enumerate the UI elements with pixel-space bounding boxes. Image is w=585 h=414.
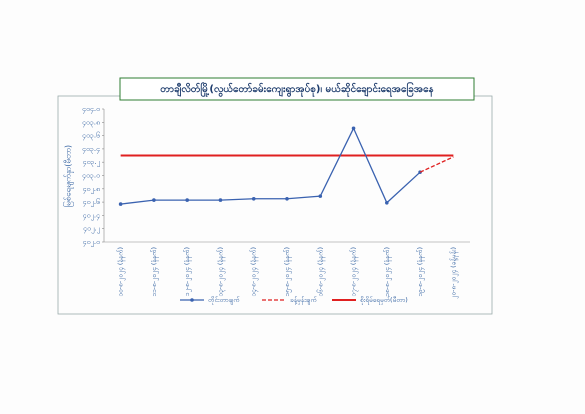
legend-marker: [190, 298, 194, 302]
point-marker: [318, 194, 323, 198]
series-line: [120, 126, 421, 205]
point-marker: [251, 196, 256, 201]
x-tick-label: ၁၄-၈-၂၀၂၄ (နံနက်): [250, 247, 259, 297]
x-tick-label: ၁၉-၈-၂၀၂၄ (နံနက်): [416, 247, 425, 297]
x-tick-label: ၁၃-၈-၂၀၂၄ (နံနက်): [216, 247, 225, 297]
y-tick-label: ၄၀၃.၂: [83, 158, 100, 167]
x-tick-label: ၁၂-၈-၂၀၂၄ (နံနက်): [183, 247, 192, 296]
x-tick-label: ၁၈-၈-၂၀၂၄ (နံနက်): [383, 247, 392, 297]
y-axis-label: မြစ်ရေမျက်နှာ(မီတာ): [63, 145, 75, 207]
y-tick-label: ၄၀၃.၈: [82, 118, 100, 127]
chart-title: တာချီလိတ်မြို့(လွယ်တော်ခမ်းကျေးရွာအုပ်စု…: [160, 81, 433, 98]
y-tick-label: ၄၀၃.၀: [82, 172, 100, 181]
point-marker: [118, 202, 123, 206]
x-tick-label: ၁၁-၈-၂၀၂၄ (နံနက်): [150, 247, 159, 297]
x-tick-label: ၁၆-၈-၂၀၂၄ (နံနက်): [316, 247, 325, 297]
point-marker: [385, 200, 389, 205]
legend-label: စိုးရိမ်ရေမှတ်(မီတာ): [360, 296, 408, 305]
point-marker: [185, 198, 189, 202]
point-marker: [218, 198, 223, 202]
y-tick-label: ၄၀၄.၀: [82, 105, 100, 114]
y-tick-label: ၄၀၂.၄: [83, 211, 101, 220]
point-marker: [285, 196, 289, 201]
x-tick-label: ၁၅-၈-၂၀၂၄ (နံနက်): [283, 247, 292, 297]
title-box: [119, 77, 475, 101]
y-tick-label: ၄၀၂.၂: [83, 225, 100, 234]
point-marker: [152, 198, 156, 202]
x-tick-label: ၁၀-၈-၂၀၂၄ (နံနက်): [117, 247, 126, 297]
y-tick-label: ၄၀၃.၄: [82, 145, 100, 154]
y-tick-label: ၄၀၂.၆: [83, 198, 101, 207]
y-tick-label: ၄၀၂.၀: [83, 238, 101, 247]
x-tick-label: ၂၀-၈-၂၀၂၄ (ခန့်မှန်း): [449, 247, 458, 299]
x-tick-label: ၁၇-၈-၂၀၂၄ (နံနက်): [350, 247, 359, 297]
legend-label: ခန့်မှန်းချက်: [290, 296, 317, 305]
y-tick-label: ၄၀၂.၈: [82, 185, 100, 194]
series-line: [419, 156, 454, 173]
y-tick-label: ၄၀၃.၆: [82, 132, 100, 141]
point-marker: [351, 126, 356, 131]
legend-label: တိုင်းတာချက်: [208, 296, 240, 305]
